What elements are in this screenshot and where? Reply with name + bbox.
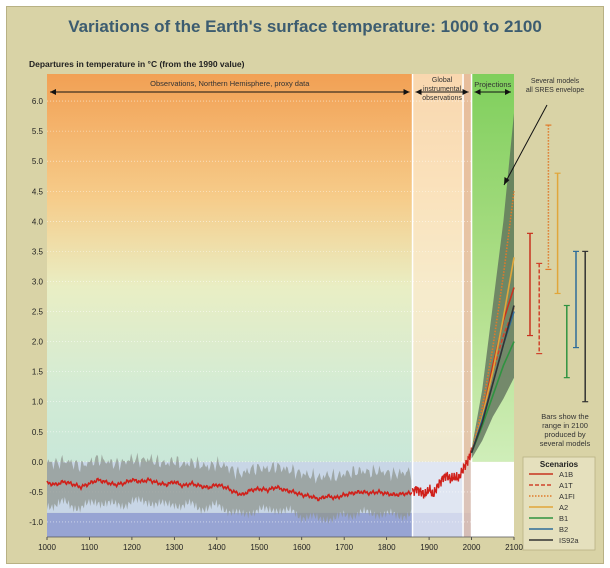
background-warm: [47, 74, 472, 462]
legend-label-a1b: A1B: [559, 470, 573, 479]
y-tick-label: 5.0: [32, 157, 44, 166]
envelope-annotation: all SRES envelope: [526, 87, 584, 94]
y-axis-label: Departures in temperature in °C (from th…: [29, 59, 245, 69]
y-tick-label: 2.0: [32, 338, 44, 347]
background-cold: [47, 512, 472, 537]
period-label-projections: Projections: [474, 80, 511, 89]
x-tick-label: 2000: [463, 543, 481, 552]
x-tick-label: 1000: [38, 543, 56, 552]
sres-envelope: [471, 113, 514, 459]
period-arrow-head: [505, 89, 511, 95]
y-tick-label: 4.0: [32, 217, 44, 226]
y-tick-label: 0.5: [32, 428, 44, 437]
y-tick-label: 5.5: [32, 127, 44, 136]
period-label-proxy: Observations, Northern Hemisphere, proxy…: [150, 79, 310, 88]
x-tick-label: 1800: [378, 543, 396, 552]
x-tick-label: 1400: [208, 543, 226, 552]
instrumental-band-lower: [412, 461, 472, 537]
x-tick-label: 2100: [505, 543, 523, 552]
period-label-instrumental: instrumental: [423, 86, 462, 93]
recent-column: [463, 74, 472, 537]
legend-label-b2: B2: [559, 525, 568, 534]
legend-label-a1t: A1T: [559, 481, 573, 490]
y-tick-label: 2.5: [32, 308, 44, 317]
legend-label-a2: A2: [559, 503, 568, 512]
x-tick-label: 1100: [81, 543, 99, 552]
y-tick-label: 0.0: [32, 458, 44, 467]
bars-annotation: several models: [540, 439, 591, 448]
period-arrow-head: [474, 89, 481, 95]
y-tick-label: 3.0: [32, 277, 44, 286]
bars-annotation: produced by: [544, 430, 586, 439]
x-tick-label: 1300: [165, 543, 183, 552]
y-tick-label: 1.5: [32, 368, 44, 377]
x-tick-label: 1200: [123, 543, 141, 552]
scenario-line-is92a: [470, 305, 515, 454]
scenario-line-a1fi: [470, 191, 515, 453]
period-label-instrumental: observations: [422, 95, 462, 102]
chart-frame: Variations of the Earth's surface temper…: [6, 6, 604, 564]
y-tick-label: -1.0: [29, 518, 43, 527]
legend-label-a1fi: A1FI: [559, 492, 575, 501]
bars-annotation: range in 2100: [542, 421, 588, 430]
y-tick-label: 1.0: [32, 398, 44, 407]
y-tick-label: -0.5: [29, 488, 43, 497]
instrumental-band: [412, 74, 472, 462]
x-tick-label: 1900: [420, 543, 438, 552]
legend-label-b1: B1: [559, 514, 568, 523]
period-arrow-head: [403, 89, 410, 95]
period-arrow-head: [462, 89, 469, 95]
y-tick-label: 6.0: [32, 97, 44, 106]
period-arrow-head: [415, 89, 422, 95]
y-tick-label: 3.5: [32, 247, 44, 256]
instrumental-data-line: [411, 447, 473, 499]
x-tick-label: 1500: [250, 543, 268, 552]
y-tick-label: 4.5: [32, 187, 44, 196]
chart-svg: Observations, Northern Hemisphere, proxy…: [29, 74, 596, 552]
period-label-instrumental: Global: [432, 77, 453, 84]
legend-box: [522, 456, 596, 551]
bars-annotation: Bars show the: [541, 412, 589, 421]
envelope-pointer: [503, 104, 548, 186]
projection-band-lower: [471, 461, 514, 537]
envelope-annotation: Several models: [531, 78, 580, 85]
chart-title: Variations of the Earth's surface temper…: [68, 17, 542, 36]
x-tick-label: 1700: [335, 543, 353, 552]
proxy-data-line: [46, 476, 413, 502]
period-arrow-head: [50, 89, 56, 95]
legend-label-is92a: IS92a: [559, 536, 579, 545]
legend-title: Scenarios: [540, 460, 579, 469]
envelope-pointer-head: [504, 177, 510, 185]
x-tick-label: 1600: [293, 543, 311, 552]
